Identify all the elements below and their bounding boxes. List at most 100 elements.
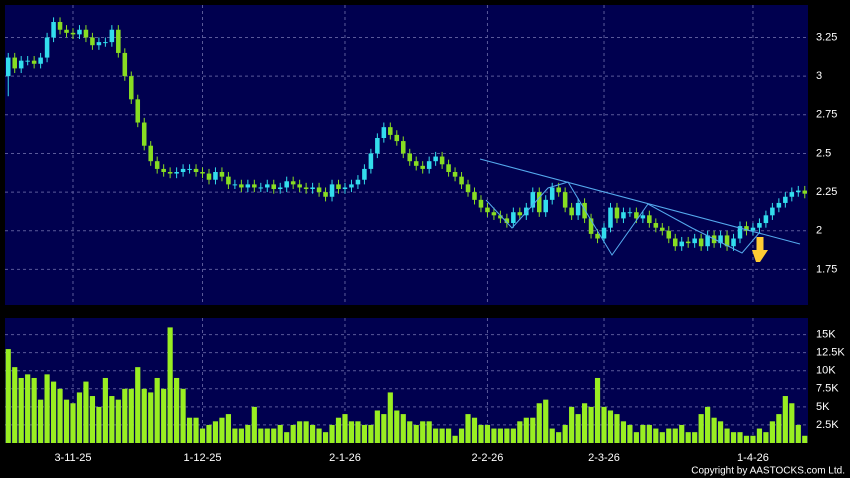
candle-body bbox=[206, 173, 212, 180]
volume-bar bbox=[523, 417, 529, 443]
candle-body bbox=[375, 137, 380, 154]
candle-body bbox=[57, 22, 63, 30]
candle-body bbox=[556, 187, 561, 193]
volume-bar bbox=[368, 424, 374, 443]
candle-body bbox=[459, 176, 464, 185]
volume-bar bbox=[271, 428, 277, 443]
candle-body bbox=[601, 227, 607, 239]
volume-bar bbox=[180, 388, 186, 443]
volume-bar bbox=[497, 428, 503, 443]
y-tick-label: 10K bbox=[816, 365, 836, 377]
volume-bar bbox=[717, 421, 724, 443]
candle-body bbox=[336, 184, 341, 190]
candle-body bbox=[77, 29, 82, 35]
volume-bar bbox=[633, 432, 639, 443]
candle-body bbox=[161, 168, 166, 173]
candle-body bbox=[12, 57, 17, 69]
volume-bar bbox=[148, 392, 154, 443]
candle-body bbox=[757, 223, 762, 228]
candle-body bbox=[226, 176, 231, 185]
candle-body bbox=[193, 168, 199, 173]
volume-bar bbox=[290, 424, 296, 443]
volume-bar bbox=[433, 428, 439, 443]
candle-body bbox=[368, 153, 374, 169]
volume-bar bbox=[63, 399, 70, 443]
x-tick-label: 2-3-26 bbox=[588, 452, 620, 464]
candle-body bbox=[504, 218, 510, 224]
volume-bar bbox=[646, 424, 652, 443]
candle-body bbox=[621, 212, 626, 219]
candle-body bbox=[498, 215, 503, 219]
candle-body bbox=[122, 52, 128, 77]
y-tick-label: 3.25 bbox=[816, 31, 837, 43]
volume-bar bbox=[439, 428, 445, 443]
candle-body bbox=[174, 172, 179, 174]
volume-bar bbox=[245, 424, 251, 443]
candle-body bbox=[103, 42, 108, 44]
volume-bar bbox=[109, 396, 115, 443]
volume-bar bbox=[640, 424, 646, 443]
volume-bar bbox=[569, 406, 575, 443]
volume-bar bbox=[355, 421, 361, 443]
candle-body bbox=[258, 187, 264, 189]
copyright: Copyright by AASTOCKS.com Ltd. bbox=[691, 466, 845, 477]
volume-bar bbox=[685, 432, 691, 443]
volume-bar bbox=[614, 414, 620, 443]
volume-bar bbox=[310, 424, 316, 443]
volume-bar bbox=[102, 377, 108, 443]
volume-bar bbox=[400, 414, 406, 443]
candle-body bbox=[640, 215, 646, 219]
candle-body bbox=[465, 184, 471, 193]
volume-bar bbox=[322, 432, 329, 443]
candle-body bbox=[420, 165, 425, 169]
volume-bar bbox=[666, 428, 672, 443]
candle-body bbox=[310, 187, 315, 190]
candle-body bbox=[536, 192, 542, 213]
candle-body bbox=[517, 212, 523, 216]
volume-bar bbox=[730, 432, 737, 443]
volume-bar bbox=[627, 424, 633, 443]
candle-body bbox=[543, 199, 548, 213]
candle-body bbox=[323, 192, 328, 197]
candle-body bbox=[355, 179, 361, 185]
volume-bar bbox=[782, 396, 788, 443]
volume-bar bbox=[426, 421, 432, 443]
candle-body bbox=[789, 192, 795, 197]
volume-bar bbox=[167, 327, 173, 443]
volume-bar bbox=[135, 367, 141, 443]
candle-body bbox=[44, 37, 50, 58]
candle-body bbox=[737, 226, 743, 239]
volume-bar bbox=[789, 403, 795, 443]
candle-body bbox=[381, 127, 387, 138]
volume-bar bbox=[212, 421, 219, 443]
trend-drawing bbox=[479, 158, 801, 256]
candle-body bbox=[692, 238, 697, 244]
y-tick-label: 12.5K bbox=[816, 347, 845, 359]
volume-bar bbox=[601, 406, 607, 443]
volume-bar bbox=[756, 428, 763, 443]
candle-body bbox=[388, 127, 393, 135]
volume-bar bbox=[743, 435, 750, 443]
candle-body bbox=[219, 172, 225, 177]
volume-bar bbox=[594, 377, 601, 443]
candle-body bbox=[770, 207, 775, 216]
volume-bar bbox=[44, 374, 50, 443]
volume-bar bbox=[420, 421, 426, 443]
volume-bar bbox=[452, 435, 458, 443]
candle-body bbox=[718, 235, 723, 244]
candle-body bbox=[239, 184, 244, 188]
candle-body bbox=[672, 238, 678, 247]
volume-bar bbox=[394, 410, 400, 443]
volume-bar bbox=[174, 377, 180, 443]
volume-bar bbox=[12, 367, 18, 443]
candle-body bbox=[744, 226, 749, 231]
candle-body bbox=[271, 184, 277, 190]
candle-body bbox=[38, 57, 43, 64]
y-tick-label: 3 bbox=[816, 70, 822, 82]
volume-bar bbox=[31, 377, 37, 443]
candle-body bbox=[25, 60, 30, 62]
candle-body bbox=[472, 192, 477, 200]
volume-bar bbox=[219, 417, 225, 443]
y-tick-label: 1.75 bbox=[816, 263, 837, 275]
volume-bar bbox=[38, 399, 44, 443]
